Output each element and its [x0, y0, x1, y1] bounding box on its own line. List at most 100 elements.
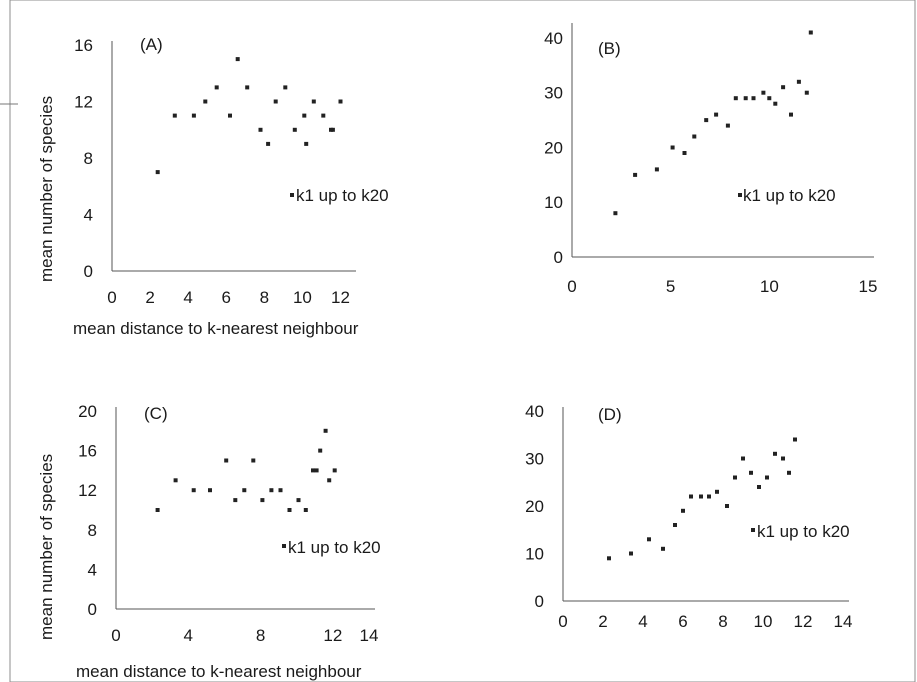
panel-label: (B): [598, 39, 621, 58]
panel-label: (C): [144, 404, 168, 423]
x-tick-label: 8: [256, 626, 265, 645]
x-tick-label: 0: [558, 612, 567, 631]
data-point: [654, 167, 659, 172]
x-tick-label: 12: [331, 288, 350, 307]
panel-c: (C) k1 up to k20 mean distance to k-near…: [37, 402, 381, 681]
data-point: [311, 99, 316, 104]
x-tick-label: 8: [718, 612, 727, 631]
y-tick-label: 20: [544, 138, 563, 157]
x-tick-label: 12: [794, 612, 813, 631]
y-tick-label: 40: [525, 402, 544, 421]
y-tick-label: 8: [84, 149, 93, 168]
x-tick-label: 10: [760, 277, 779, 296]
legend-label: k1 up to k20: [296, 186, 389, 205]
x-tick-label: 2: [598, 612, 607, 631]
x-tick-label: 0: [567, 277, 576, 296]
data-point: [173, 478, 178, 483]
y-tick-label: 8: [88, 521, 97, 540]
x-tick-label: 14: [834, 612, 853, 631]
y-tick-label: 4: [84, 206, 93, 225]
data-point: [321, 113, 326, 118]
data-point: [781, 85, 786, 90]
y-tick-label: 40: [544, 29, 563, 48]
data-point: [757, 485, 761, 489]
y-tick-label: 0: [84, 262, 93, 281]
x-axis-label: mean distance to k-nearest neighbour: [73, 319, 359, 338]
legend-marker: [751, 528, 755, 532]
data-point: [318, 448, 323, 453]
data-point: [689, 494, 693, 499]
panel-d: (D) k1 up to k20 0 2 4 6 8 10 12 14 0 10 20 30 40: [525, 402, 852, 631]
data-point: [260, 498, 265, 503]
x-tick-label: 10: [754, 612, 773, 631]
data-point: [773, 451, 777, 456]
data-point: [235, 57, 240, 62]
data-point: [214, 85, 219, 90]
data-point: [670, 145, 675, 150]
data-point: [673, 523, 677, 527]
data-point: [749, 470, 753, 475]
panel-b: (B) k1 up to k20 0 5 10 15 0 10 20 30 40: [544, 23, 877, 296]
x-tick-label: 12: [323, 626, 342, 645]
data-point: [781, 456, 785, 461]
data-point: [661, 546, 665, 551]
data-point: [314, 468, 319, 473]
data-point: [682, 151, 687, 155]
data-point: [224, 458, 229, 463]
data-point: [725, 504, 729, 508]
data-point: [233, 498, 238, 503]
x-tick-label: 2: [145, 288, 154, 307]
x-tick-label: 6: [222, 288, 231, 307]
data-point: [228, 113, 232, 118]
data-point: [681, 508, 685, 513]
x-tick-label: 4: [183, 288, 192, 307]
data-point: [302, 113, 307, 118]
data-point: [242, 488, 247, 493]
panel-label: (A): [140, 35, 163, 54]
data-point: [629, 551, 633, 556]
data-point: [172, 113, 177, 118]
data-point: [332, 468, 337, 473]
data-point: [191, 488, 196, 493]
y-tick-label: 20: [78, 402, 97, 421]
data-point: [692, 134, 697, 139]
data-point: [258, 127, 263, 132]
data-point: [245, 85, 250, 90]
data-point: [699, 494, 703, 499]
legend-label: k1 up to k20: [288, 538, 381, 557]
data-point: [733, 475, 737, 480]
data-point: [733, 96, 738, 101]
x-tick-label: 4: [184, 626, 193, 645]
data-point: [765, 475, 769, 480]
data-point: [283, 85, 288, 90]
data-point: [741, 456, 745, 461]
y-tick-label: 16: [78, 442, 97, 461]
figure-frame: [9, 0, 916, 682]
data-point: [751, 96, 756, 101]
x-tick-label: 10: [293, 288, 312, 307]
x-axis-label: mean distance to k-nearest neighbour: [76, 662, 362, 681]
y-tick-label: 30: [544, 84, 563, 103]
y-tick-label: 10: [544, 193, 563, 212]
data-point: [613, 211, 618, 216]
data-point: [287, 508, 292, 512]
x-tick-label: 0: [107, 288, 116, 307]
y-tick-label: 20: [525, 497, 544, 516]
legend-marker: [290, 193, 294, 197]
legend-label: k1 up to k20: [757, 522, 850, 541]
y-tick-label: 16: [74, 36, 93, 55]
legend-label: k1 up to k20: [743, 186, 836, 205]
data-point: [743, 96, 748, 101]
y-tick-label: 4: [88, 560, 97, 579]
y-tick-label: 0: [88, 600, 97, 619]
data-point: [292, 127, 297, 132]
data-point: [251, 458, 256, 463]
panel-a: (A) k1 up to k20 mean distance to k-near…: [37, 35, 389, 338]
legend-marker: [738, 193, 742, 197]
data-point: [773, 101, 778, 106]
data-point: [787, 470, 791, 475]
y-tick-label: 10: [525, 545, 544, 564]
x-tick-label: 4: [638, 612, 647, 631]
data-point: [208, 488, 212, 493]
data-point: [804, 90, 809, 95]
